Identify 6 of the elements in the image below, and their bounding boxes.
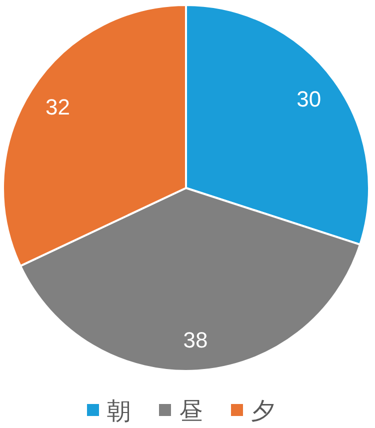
data-label: 30 (296, 86, 322, 112)
legend-label: 朝 (107, 397, 131, 425)
data-label: 32 (46, 94, 70, 120)
legend-label: 昼 (179, 397, 203, 425)
legend-label: 夕 (251, 397, 275, 425)
data-label: 38 (183, 328, 208, 353)
